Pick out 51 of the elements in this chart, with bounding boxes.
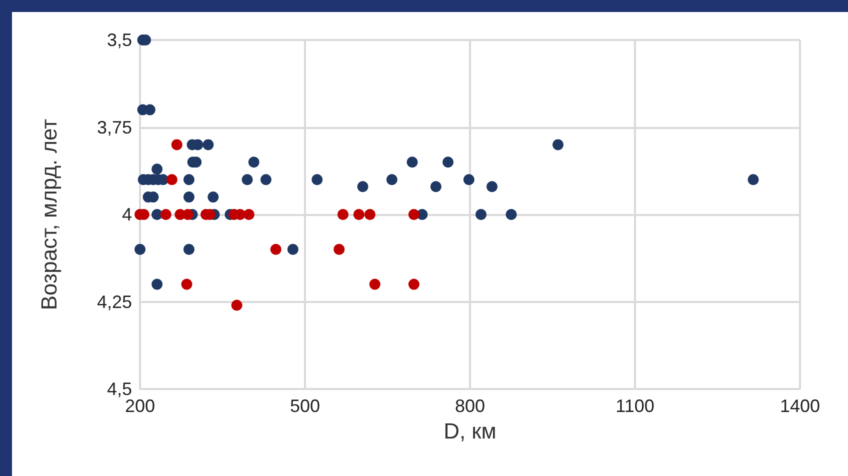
- point: [748, 174, 759, 186]
- y-tick-label: 4,25: [96, 292, 132, 312]
- point: [181, 278, 192, 290]
- point: [334, 244, 345, 255]
- point: [364, 209, 376, 220]
- point: [408, 278, 420, 290]
- point: [287, 244, 298, 255]
- point: [369, 278, 380, 290]
- point: [463, 174, 474, 186]
- y-tick-label: 3,75: [96, 117, 132, 138]
- y-tick-label: 3,5: [106, 30, 132, 50]
- point: [442, 156, 454, 168]
- point: [552, 139, 564, 150]
- point: [152, 209, 163, 220]
- point: [408, 209, 420, 220]
- point: [183, 244, 194, 255]
- point: [337, 209, 348, 220]
- y-tick-label: 4,5: [106, 379, 132, 399]
- x-tick-label: 500: [290, 396, 320, 416]
- point: [406, 156, 418, 168]
- point: [357, 181, 368, 192]
- point: [171, 139, 182, 150]
- x-tick-label: 200: [124, 396, 156, 416]
- x-tick-label: 800: [454, 396, 486, 416]
- point: [260, 174, 272, 186]
- y-tick-label: 4: [122, 204, 132, 224]
- point: [134, 244, 146, 255]
- x-axis-title: D, км: [444, 418, 496, 444]
- x-tick-label: 1400: [780, 396, 820, 416]
- point: [386, 174, 398, 186]
- point: [202, 139, 214, 150]
- point: [242, 174, 253, 186]
- point: [160, 209, 172, 220]
- point: [486, 181, 498, 192]
- point: [248, 156, 260, 168]
- point: [430, 181, 442, 192]
- point: [166, 174, 178, 186]
- point: [183, 192, 194, 203]
- x-tick-label: 1100: [616, 396, 654, 416]
- point: [506, 209, 517, 220]
- y-axis-title: Возраст, млрд. лет: [36, 118, 62, 310]
- point: [270, 244, 282, 255]
- point: [208, 192, 219, 203]
- point: [183, 174, 194, 186]
- point: [353, 209, 364, 220]
- point: [152, 278, 163, 290]
- point: [476, 209, 486, 220]
- point: [152, 164, 163, 175]
- point: [243, 209, 254, 220]
- point: [231, 300, 242, 311]
- point: [312, 174, 323, 186]
